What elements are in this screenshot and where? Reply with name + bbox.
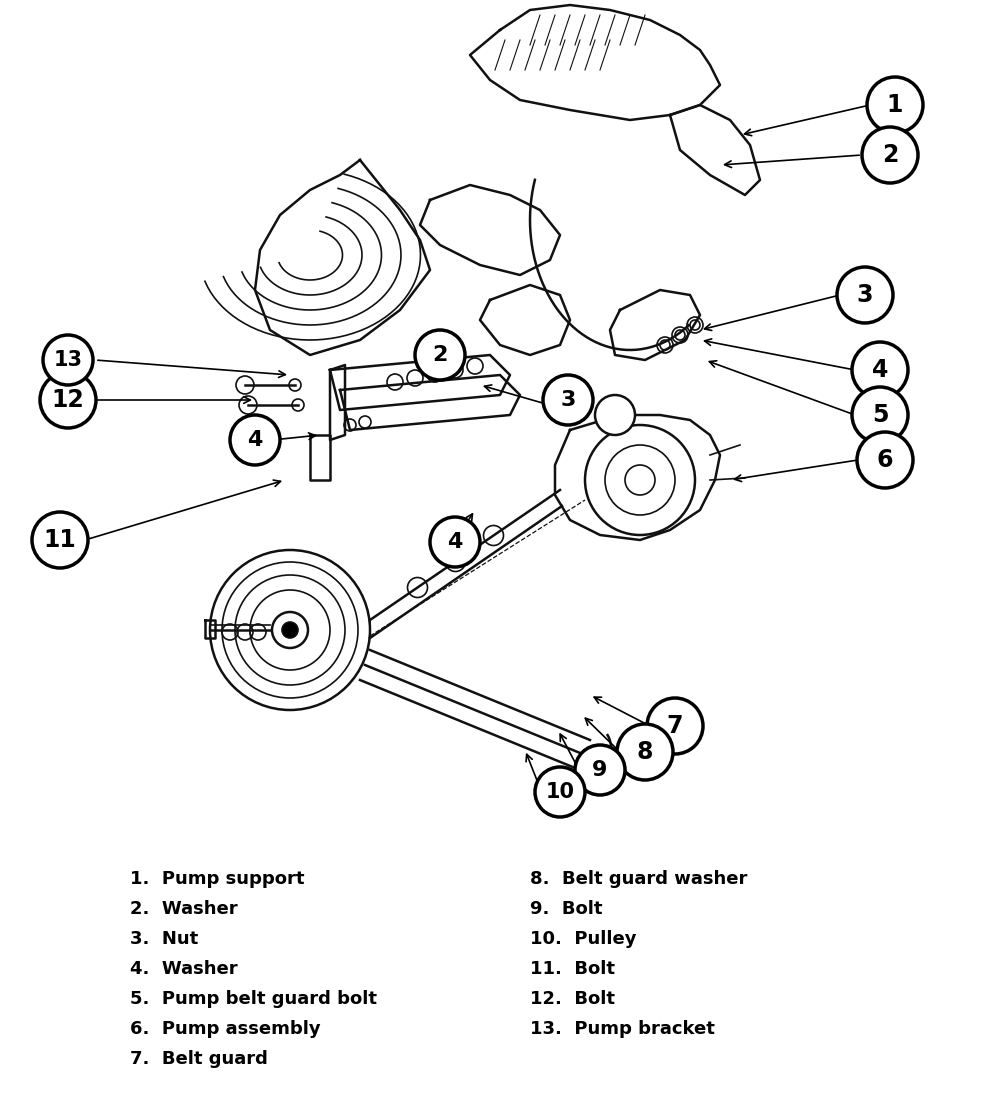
Text: 8.  Belt guard washer: 8. Belt guard washer xyxy=(530,870,747,888)
Text: 7: 7 xyxy=(667,714,683,738)
Circle shape xyxy=(415,330,465,381)
Text: 13.  Pump bracket: 13. Pump bracket xyxy=(530,1020,715,1038)
Text: 12: 12 xyxy=(52,388,84,413)
Text: 2.  Washer: 2. Washer xyxy=(130,900,238,918)
Text: 4: 4 xyxy=(447,532,463,552)
Text: 9.  Bolt: 9. Bolt xyxy=(530,900,602,918)
Circle shape xyxy=(595,395,635,435)
Text: 6.  Pump assembly: 6. Pump assembly xyxy=(130,1020,321,1038)
Text: 10: 10 xyxy=(546,782,574,802)
Text: 7.  Belt guard: 7. Belt guard xyxy=(130,1050,268,1068)
Text: 1.  Pump support: 1. Pump support xyxy=(130,870,304,888)
Text: 4: 4 xyxy=(247,430,263,450)
Text: 3: 3 xyxy=(560,390,576,410)
Text: 1: 1 xyxy=(887,93,903,117)
Circle shape xyxy=(40,372,96,428)
Circle shape xyxy=(867,77,923,133)
Circle shape xyxy=(857,432,913,488)
Text: 2: 2 xyxy=(432,345,448,365)
Text: 4: 4 xyxy=(872,358,888,382)
Text: 13: 13 xyxy=(54,350,82,370)
Circle shape xyxy=(647,698,703,754)
Circle shape xyxy=(43,335,93,385)
Circle shape xyxy=(543,375,593,425)
Circle shape xyxy=(862,127,918,183)
Text: 9: 9 xyxy=(592,760,608,780)
Circle shape xyxy=(852,342,908,398)
Circle shape xyxy=(230,415,280,465)
Text: 4.  Washer: 4. Washer xyxy=(130,960,238,978)
Circle shape xyxy=(617,724,673,780)
Text: 10.  Pulley: 10. Pulley xyxy=(530,930,637,947)
Text: 5: 5 xyxy=(872,403,888,427)
Circle shape xyxy=(837,267,893,323)
Text: 12.  Bolt: 12. Bolt xyxy=(530,990,615,1008)
Text: 6: 6 xyxy=(877,448,893,472)
Circle shape xyxy=(535,767,585,817)
Text: 8: 8 xyxy=(637,740,653,764)
Text: 3: 3 xyxy=(857,283,873,307)
Circle shape xyxy=(575,745,625,795)
Text: 11: 11 xyxy=(44,528,76,552)
Text: 11.  Bolt: 11. Bolt xyxy=(530,960,615,978)
Text: 2: 2 xyxy=(882,143,898,167)
Circle shape xyxy=(852,387,908,443)
Circle shape xyxy=(32,512,88,568)
Circle shape xyxy=(282,622,298,638)
Text: 3.  Nut: 3. Nut xyxy=(130,930,198,947)
Circle shape xyxy=(430,517,480,567)
Text: 5.  Pump belt guard bolt: 5. Pump belt guard bolt xyxy=(130,990,377,1008)
